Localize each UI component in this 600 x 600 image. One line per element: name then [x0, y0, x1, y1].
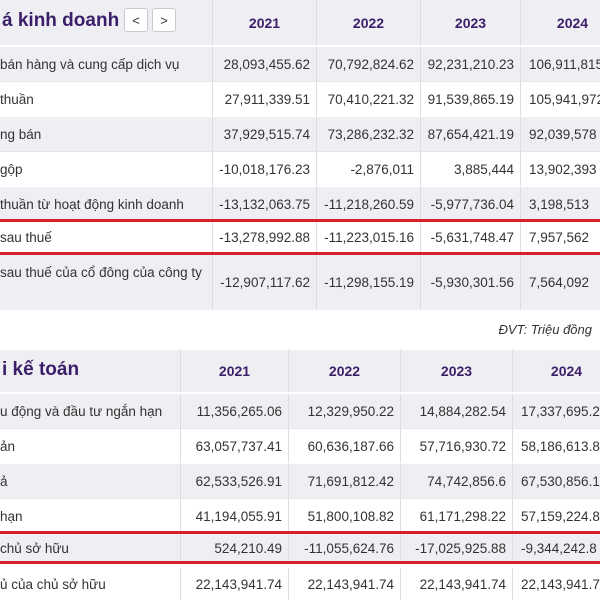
row-value: 12,329,950.22: [288, 394, 400, 428]
row-value: -2,876,011: [316, 152, 420, 186]
row-value: -5,930,301.56: [420, 255, 520, 310]
highlight-line: [0, 531, 600, 534]
row-value: 3,198,513: [520, 187, 600, 221]
income-row: sau thuế -13,278,992.88 -11,223,015.16 -…: [0, 222, 600, 253]
row-value: 37,929,515.74: [212, 117, 316, 151]
balance-row: u động và đầu tư ngắn hạn 11,356,265.06 …: [0, 393, 600, 428]
row-value: 60,636,187.66: [288, 429, 400, 463]
balance-row: ản 63,057,737.41 60,636,187.66 57,716,93…: [0, 428, 600, 463]
row-label: hạn: [0, 508, 23, 524]
row-label: ng bán: [0, 126, 42, 142]
balance-year-header: 2024: [512, 350, 600, 392]
income-header-row: á kinh doanh < > 2021 2022 2023 2024: [0, 0, 600, 45]
row-label: thuần: [0, 91, 34, 107]
balance-row: ủ của chủ sở hữu 22,143,941.74 22,143,94…: [0, 568, 600, 600]
row-value: 105,941,972: [520, 82, 600, 116]
row-label: thuần từ hoạt động kinh doanh: [0, 196, 184, 212]
row-value: 74,742,856.6: [400, 464, 512, 498]
balance-year-header: 2023: [400, 350, 512, 392]
row-value: 70,792,824.62: [316, 47, 420, 81]
row-value: 71,691,812.42: [288, 464, 400, 498]
row-value: 22,143,941.7: [512, 568, 600, 600]
balance-sheet-section: i kế toán 2021 2022 2023 2024 u động và …: [0, 350, 600, 600]
income-statement-section: á kinh doanh < > 2021 2022 2023 2024 bán…: [0, 0, 600, 310]
unit-note: ĐVT: Triệu đồng: [498, 322, 592, 337]
income-year-header: 2024: [520, 0, 600, 45]
row-value: -13,132,063.75: [212, 187, 316, 221]
row-value: 92,231,210.23: [420, 47, 520, 81]
row-value: -10,018,176.23: [212, 152, 316, 186]
row-value: 63,057,737.41: [180, 429, 288, 463]
row-label: sau thuế: [0, 230, 52, 245]
row-value: 22,143,941.74: [180, 568, 288, 600]
row-value: 61,171,298.22: [400, 499, 512, 533]
income-row: gộp -10,018,176.23 -2,876,011 3,885,444 …: [0, 151, 600, 186]
income-row: ng bán 37,929,515.74 73,286,232.32 87,65…: [0, 116, 600, 151]
income-title: á kinh doanh: [2, 10, 120, 31]
row-label: ủ của chủ sở hữu: [0, 576, 106, 592]
row-value: 14,884,282.54: [400, 394, 512, 428]
row-value: 524,210.49: [180, 534, 288, 562]
income-year-header: 2021: [212, 0, 316, 45]
row-value: 57,159,224.8: [512, 499, 600, 533]
balance-row: hạn 41,194,055.91 51,800,108.82 61,171,2…: [0, 498, 600, 533]
row-value: 73,286,232.32: [316, 117, 420, 151]
row-value: 106,911,815: [520, 47, 600, 81]
balance-year-header: 2022: [288, 350, 400, 392]
next-year-button[interactable]: >: [152, 8, 176, 32]
row-value: 62,533,526.91: [180, 464, 288, 498]
row-value: 11,356,265.06: [180, 394, 288, 428]
row-label: ản: [0, 438, 16, 454]
row-value: 41,194,055.91: [180, 499, 288, 533]
row-value: 13,902,393: [520, 152, 600, 186]
row-value: 7,564,092: [520, 255, 600, 310]
balance-title: i kế toán: [2, 359, 80, 380]
row-value: 87,654,421.19: [420, 117, 520, 151]
balance-row: chủ sở hữu 524,210.49 -11,055,624.76 -17…: [0, 534, 600, 562]
row-value: 22,143,941.74: [400, 568, 512, 600]
row-label: bán hàng và cung cấp dịch vụ: [0, 56, 180, 72]
row-value: 51,800,108.82: [288, 499, 400, 533]
row-value: -11,218,260.59: [316, 187, 420, 221]
row-label: ả: [0, 473, 8, 489]
highlight-line: [0, 252, 600, 255]
income-row: thuần 27,911,339.51 70,410,221.32 91,539…: [0, 81, 600, 116]
row-value: 92,039,578: [520, 117, 600, 151]
income-year-header: 2022: [316, 0, 420, 45]
row-label: sau thuế của cổ đông của công ty: [0, 265, 202, 280]
row-value: 27,911,339.51: [212, 82, 316, 116]
row-value: 17,337,695.2: [512, 394, 600, 428]
income-row: bán hàng và cung cấp dịch vụ 28,093,455.…: [0, 46, 600, 81]
row-value: -11,223,015.16: [316, 222, 420, 253]
row-label: gộp: [0, 161, 23, 177]
row-value: -5,631,748.47: [420, 222, 520, 253]
row-label: chủ sở hữu: [0, 540, 69, 556]
row-value: 22,143,941.74: [288, 568, 400, 600]
row-value: 70,410,221.32: [316, 82, 420, 116]
row-value: 7,957,562: [520, 222, 600, 253]
row-value: 67,530,856.1: [512, 464, 600, 498]
income-year-header: 2023: [420, 0, 520, 45]
row-value: 57,716,930.72: [400, 429, 512, 463]
balance-row: ả 62,533,526.91 71,691,812.42 74,742,856…: [0, 463, 600, 498]
balance-year-header: 2021: [180, 350, 288, 392]
highlight-line: [0, 561, 600, 564]
prev-year-button[interactable]: <: [124, 8, 148, 32]
row-label: u động và đầu tư ngắn hạn: [0, 403, 163, 419]
row-value: -17,025,925.88: [400, 534, 512, 562]
row-value: -13,278,992.88: [212, 222, 316, 253]
income-row: thuần từ hoạt động kinh doanh -13,132,06…: [0, 186, 600, 221]
row-value: 3,885,444: [420, 152, 520, 186]
row-value: -11,298,155.19: [316, 255, 420, 310]
row-value: 58,186,613.8: [512, 429, 600, 463]
row-value: -11,055,624.76: [288, 534, 400, 562]
balance-header-row: i kế toán 2021 2022 2023 2024: [0, 350, 600, 392]
row-value: 91,539,865.19: [420, 82, 520, 116]
row-value: 28,093,455.62: [212, 47, 316, 81]
income-row: sau thuế của cổ đông của công ty -12,907…: [0, 255, 600, 310]
row-value: -9,344,242.8: [512, 534, 600, 562]
row-value: -12,907,117.62: [212, 255, 316, 310]
highlight-line: [0, 219, 600, 222]
row-value: -5,977,736.04: [420, 187, 520, 221]
